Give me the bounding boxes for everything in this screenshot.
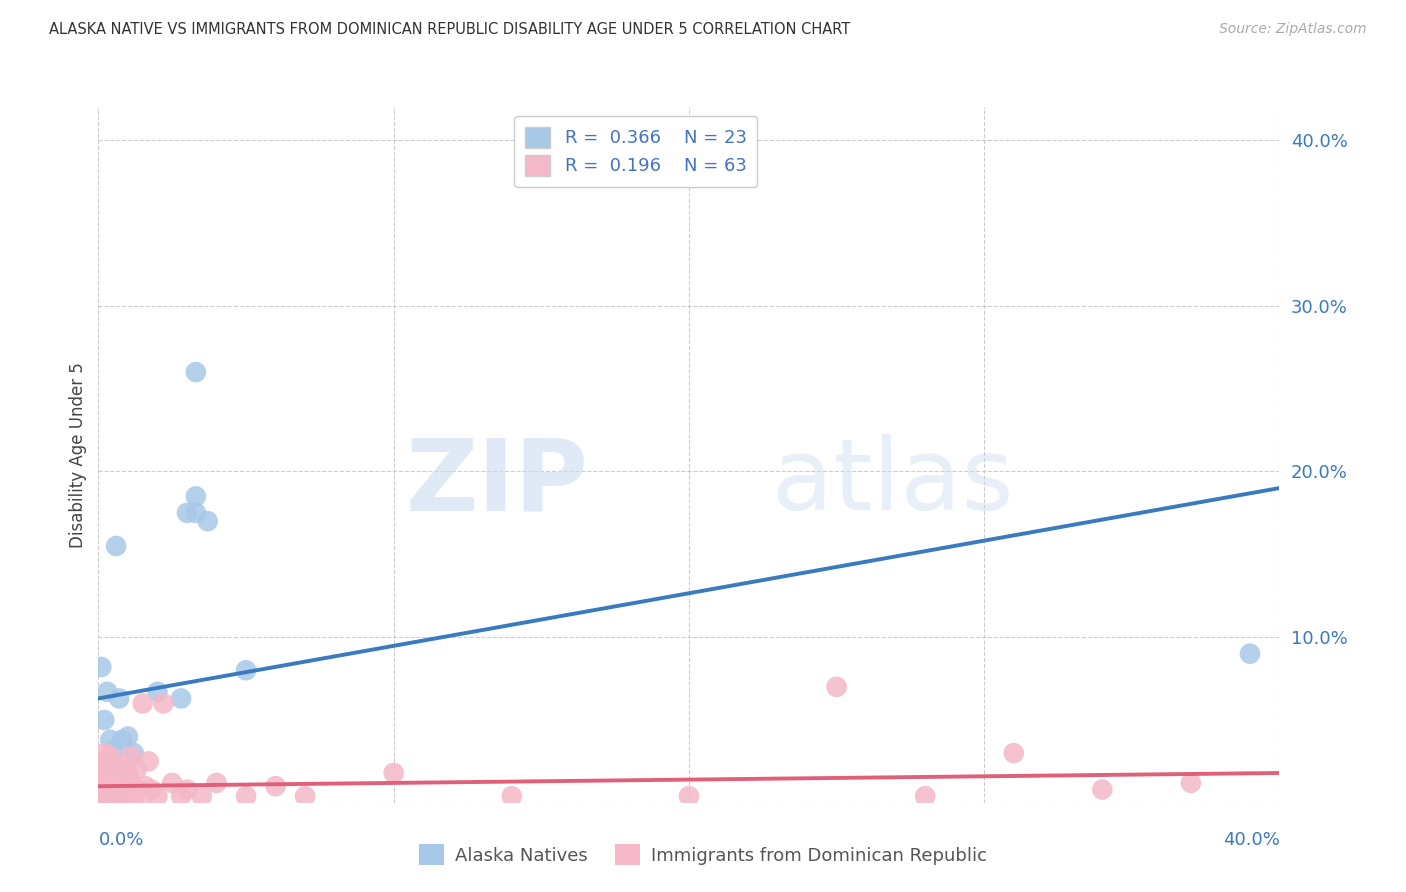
Point [96, 759, 118, 773]
Point [125, 763, 148, 777]
Point [98, 732, 121, 747]
Point [111, 759, 134, 773]
Point [93, 713, 115, 727]
Text: atlas: atlas [772, 434, 1014, 532]
Point [98, 749, 121, 764]
Point [264, 779, 287, 793]
Point [914, 789, 936, 804]
Point [93, 776, 115, 790]
Point [103, 796, 125, 810]
Point [96, 790, 118, 805]
Point [98, 759, 121, 773]
Point [1091, 782, 1114, 797]
Point [176, 506, 198, 520]
Point [146, 789, 169, 804]
Point [105, 789, 128, 804]
Point [125, 782, 148, 797]
Point [111, 732, 134, 747]
Text: ALASKA NATIVE VS IMMIGRANTS FROM DOMINICAN REPUBLIC DISABILITY AGE UNDER 5 CORRE: ALASKA NATIVE VS IMMIGRANTS FROM DOMINIC… [49, 22, 851, 37]
Point [98, 766, 121, 780]
Text: Source: ZipAtlas.com: Source: ZipAtlas.com [1219, 22, 1367, 37]
Point [103, 763, 125, 777]
Point [825, 680, 848, 694]
Point [117, 792, 139, 806]
Point [1180, 776, 1202, 790]
Point [114, 755, 136, 769]
Point [90, 776, 112, 790]
Point [678, 789, 700, 804]
Point [197, 514, 219, 528]
Point [117, 730, 139, 744]
Point [184, 506, 207, 520]
Point [93, 763, 115, 777]
Point [132, 789, 155, 804]
Point [235, 789, 257, 804]
Point [105, 539, 128, 553]
Point [111, 759, 134, 773]
Point [120, 749, 142, 764]
Point [105, 776, 128, 790]
Legend: R =  0.366    N = 23, R =  0.196    N = 63: R = 0.366 N = 23, R = 0.196 N = 63 [515, 116, 758, 186]
Point [108, 691, 131, 706]
Point [382, 766, 405, 780]
Point [96, 782, 118, 797]
Point [98, 779, 121, 793]
Point [111, 779, 134, 793]
Point [90, 766, 112, 780]
Point [152, 697, 174, 711]
Legend: Alaska Natives, Immigrants from Dominican Republic: Alaska Natives, Immigrants from Dominica… [412, 837, 994, 872]
Point [170, 789, 193, 804]
Point [191, 789, 214, 804]
Point [96, 771, 118, 785]
Point [135, 779, 157, 793]
Point [114, 788, 136, 802]
Point [117, 766, 139, 780]
Point [108, 792, 131, 806]
Point [122, 789, 145, 804]
Text: 0.0%: 0.0% [98, 830, 143, 848]
Point [93, 792, 115, 806]
Point [108, 782, 131, 797]
Point [294, 789, 316, 804]
Point [501, 789, 523, 804]
Point [90, 782, 112, 797]
Text: ZIP: ZIP [406, 434, 589, 532]
Point [117, 782, 139, 797]
Point [1002, 746, 1025, 760]
Point [90, 759, 112, 773]
Point [103, 779, 125, 793]
Point [141, 782, 163, 797]
Point [1239, 647, 1261, 661]
Point [108, 766, 131, 780]
Point [96, 685, 118, 699]
Point [122, 746, 145, 760]
Point [111, 789, 134, 804]
Point [205, 776, 228, 790]
Point [93, 746, 115, 760]
Point [132, 697, 155, 711]
Point [170, 691, 193, 706]
Point [90, 790, 112, 805]
Text: 40.0%: 40.0% [1223, 830, 1279, 848]
Point [162, 776, 183, 790]
Point [146, 685, 169, 699]
Point [103, 789, 125, 804]
Point [105, 759, 128, 773]
Point [138, 755, 160, 769]
Point [103, 743, 125, 757]
Point [235, 663, 257, 677]
Point [120, 776, 142, 790]
Y-axis label: Disability Age Under 5: Disability Age Under 5 [69, 362, 87, 548]
Point [184, 489, 207, 503]
Point [184, 365, 207, 379]
Point [90, 660, 112, 674]
Point [176, 782, 198, 797]
Point [98, 789, 121, 804]
Point [114, 771, 136, 785]
Point [93, 788, 115, 802]
